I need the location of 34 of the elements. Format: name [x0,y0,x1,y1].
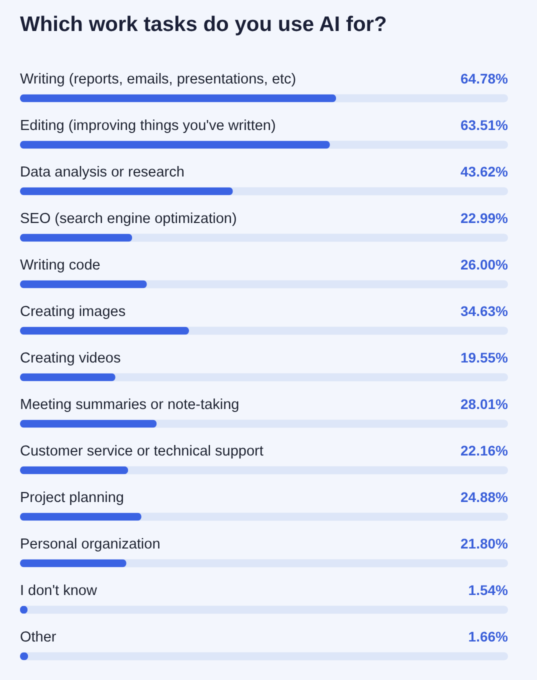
data-label: 1.54% [468,582,509,598]
bar [20,234,132,242]
data-label: 22.16% [460,442,509,458]
y-tick-label: I don't know [20,582,98,599]
data-label: 34.63% [460,302,509,319]
y-tick-label: Writing code [20,257,100,274]
bar [20,466,128,474]
y-tick-label: Writing (reports, emails, presentations, etc) [20,71,296,88]
bar [20,420,157,428]
y-tick-label: Other [20,629,56,646]
data-label: 64.78% [460,70,509,86]
y-tick-label: Creating videos [20,350,121,366]
data-label: 26.00% [460,256,509,272]
y-tick-label: Personal organization [20,536,160,552]
y-tick-label: Project planning [20,490,124,506]
bar [20,373,116,382]
y-tick-label: Editing (improving things you've written) [20,118,276,134]
y-tick-label: SEO (search engine optimization) [20,210,237,227]
bar [20,280,147,288]
data-label: 24.88% [460,488,509,505]
bar [20,559,126,568]
data-label: 1.66% [468,628,509,644]
data-label: 43.62% [460,163,509,180]
data-label: 22.99% [460,210,509,226]
y-tick-label: Customer service or technical support [20,443,264,460]
data-label: 63.51% [460,116,509,133]
bar [20,512,142,521]
data-label: 28.01% [460,396,509,412]
data-label: 19.55% [460,349,509,366]
y-tick-label: Creating images [20,304,126,320]
chart-title: Which work tasks do you use AI for? [20,13,387,36]
y-tick-label: Data analysis or research [20,164,184,180]
data-label: 21.80% [460,535,509,552]
y-tick-label: Meeting summaries or note-taking [20,396,240,413]
